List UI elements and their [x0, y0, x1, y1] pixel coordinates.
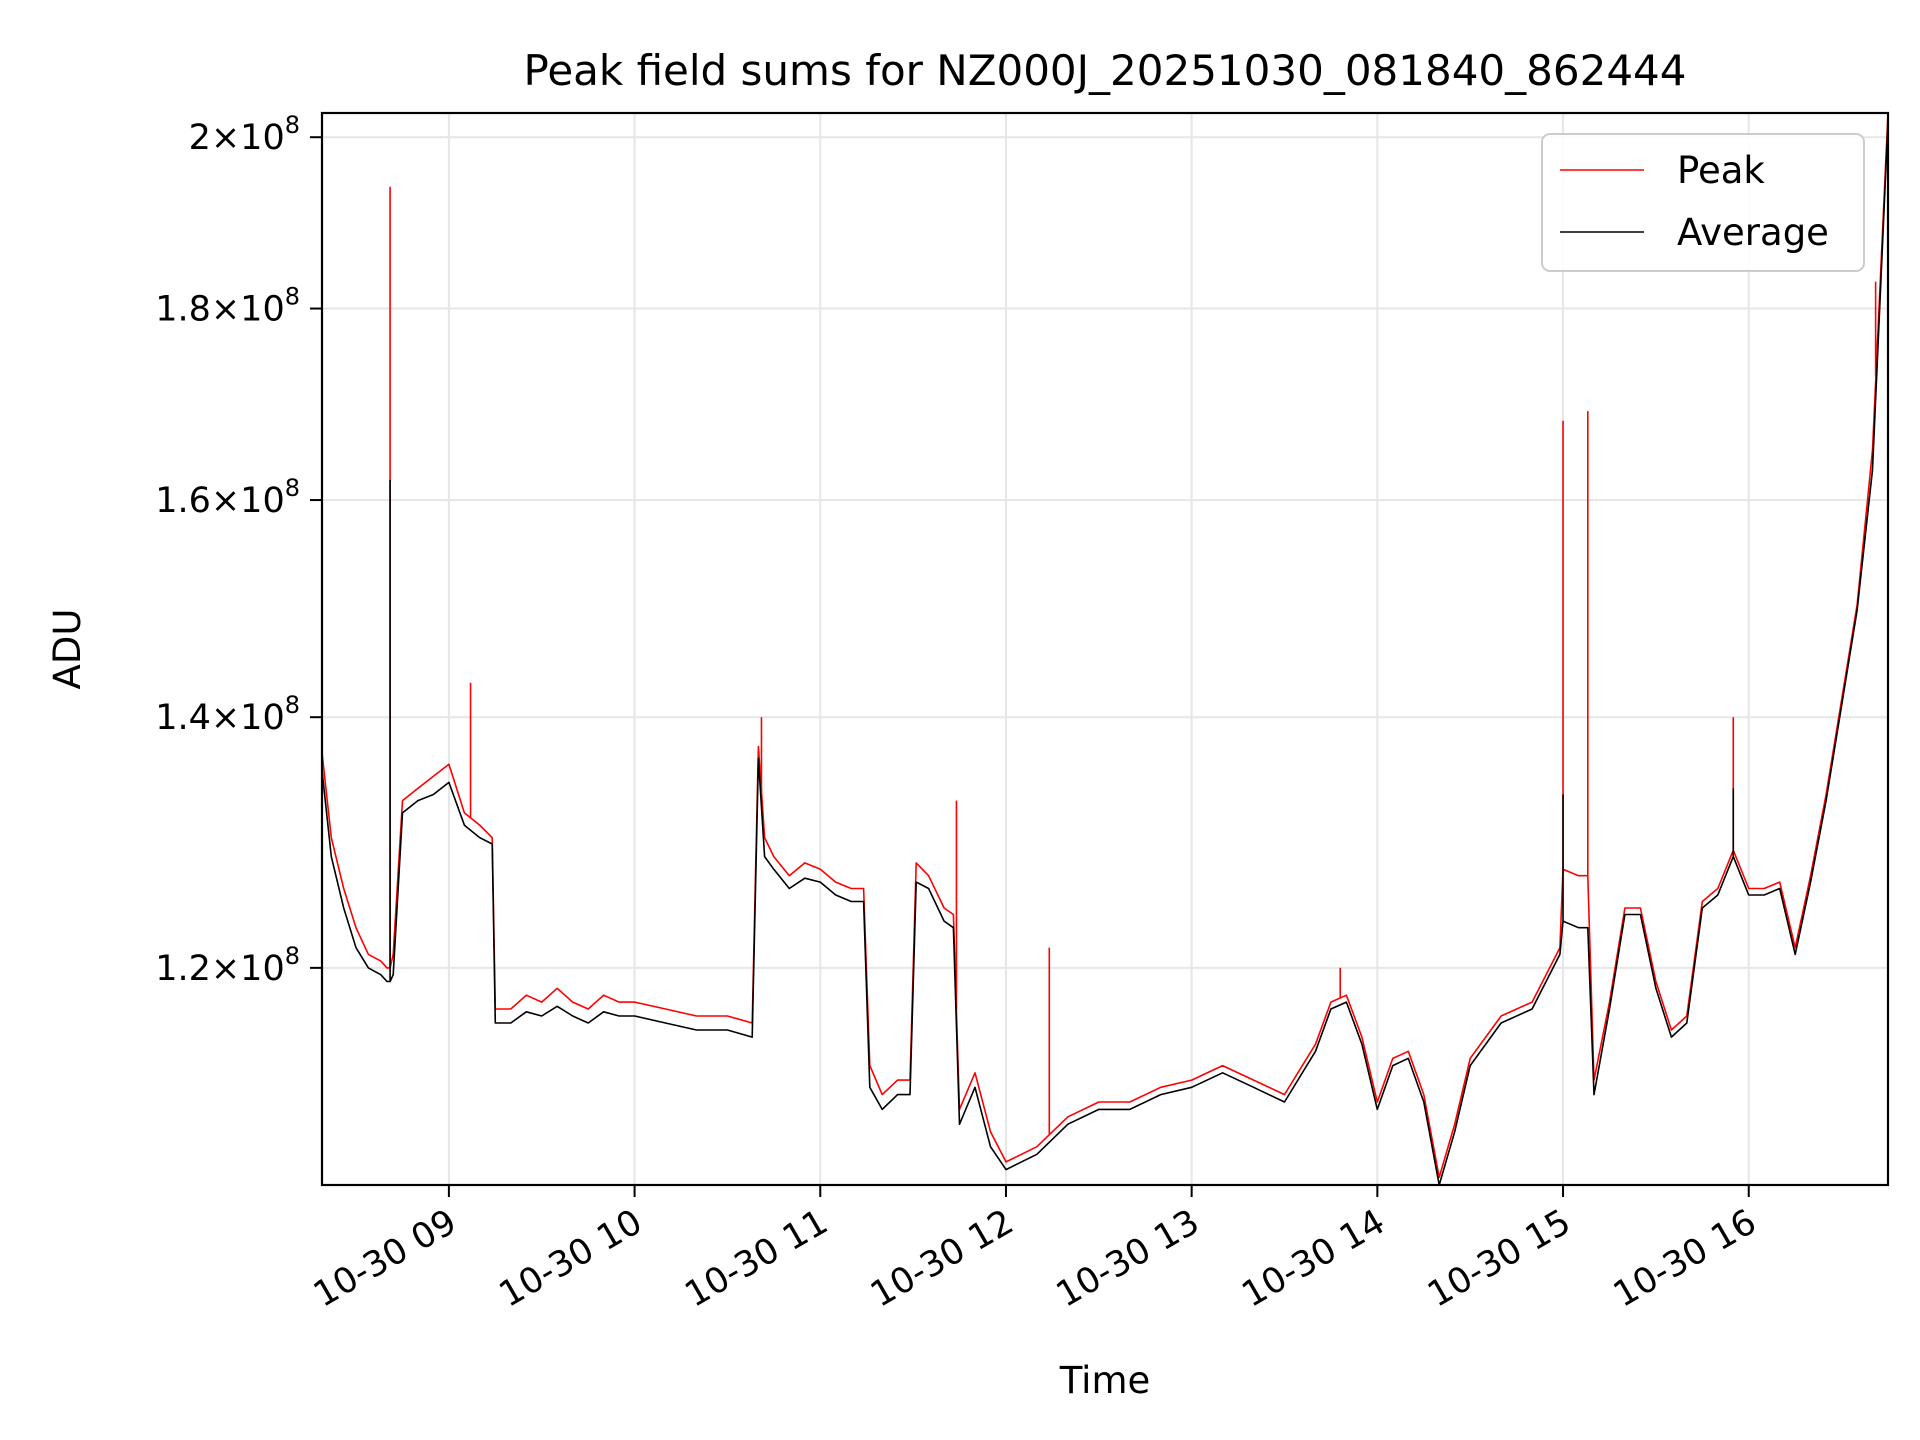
grid-lines: [322, 113, 1888, 1185]
y-tick-label: 1.8×108: [155, 283, 300, 330]
y-axis-ticks: 1.2×108 1.4×108 1.6×108 1.8×108 2×108: [155, 111, 322, 989]
legend-label-peak: Peak: [1677, 149, 1765, 192]
y-tick-label: 1.4×108: [155, 691, 300, 738]
series-line-average: [321, 120, 1889, 1186]
chart-title: Peak field sums for NZ000J_20251030_0818…: [524, 46, 1687, 95]
plot-area: [321, 112, 1889, 1186]
y-tick-label: 1.2×108: [155, 942, 300, 989]
plot-frame: [320, 111, 1890, 1187]
y-tick-label: 2×108: [189, 111, 300, 158]
y-axis-label: ADU: [46, 609, 89, 690]
legend: Peak Average: [1541, 133, 1865, 272]
x-axis-label: Time: [1059, 1359, 1151, 1402]
y-tick-label: 1.6×108: [155, 474, 300, 521]
legend-box: [1541, 133, 1865, 272]
legend-label-average: Average: [1677, 211, 1829, 254]
